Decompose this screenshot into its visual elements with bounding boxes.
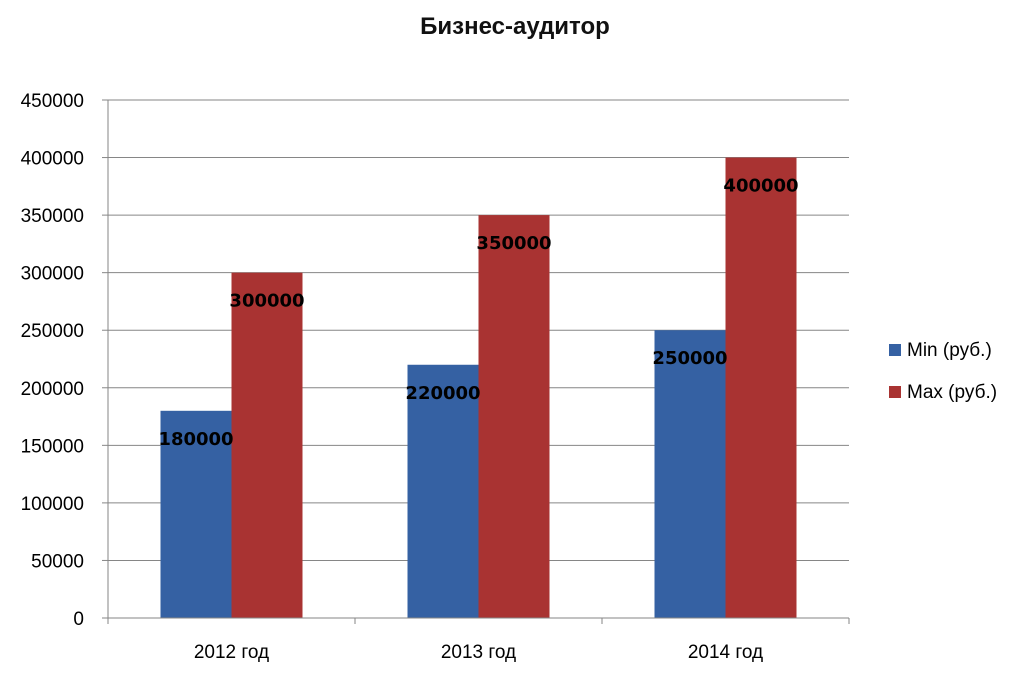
legend-label: Min (руб.): [907, 340, 992, 361]
bar-min: [407, 364, 479, 618]
y-tick-label: 50000: [31, 551, 84, 572]
x-tick-label: 2014 год: [688, 642, 763, 663]
legend: Min (руб.) Max (руб.): [889, 340, 997, 403]
x-axis: 2012 год 2013 год 2014 год: [107, 617, 850, 663]
bar-max: [231, 272, 303, 618]
bar-max: [478, 215, 550, 618]
y-tick-label: 250000: [21, 321, 84, 342]
x-tick-label: 2013 год: [441, 642, 516, 663]
y-tick-label: 150000: [21, 436, 84, 457]
data-label: 350000: [476, 233, 551, 254]
legend-swatch: [889, 386, 901, 398]
data-labels: 180000 220000 250000 300000 350000 400000: [158, 176, 798, 450]
legend-label: Max (руб.): [907, 382, 997, 403]
data-label: 180000: [158, 429, 233, 450]
legend-swatch: [889, 344, 901, 356]
data-label: 220000: [405, 383, 480, 404]
bars: [160, 157, 797, 619]
chart-title: Бизнес-аудитор: [420, 13, 610, 40]
bar-min: [160, 410, 232, 618]
y-axis: 0 50000 100000 150000 200000 250000 300000 3500…: [21, 91, 109, 630]
data-label: 400000: [723, 176, 798, 197]
data-label: 300000: [229, 291, 304, 312]
y-tick-label: 0: [73, 609, 84, 630]
y-tick-label: 100000: [21, 494, 84, 515]
x-tick-label: 2012 год: [194, 642, 269, 663]
bar-max: [725, 157, 797, 619]
y-tick-label: 300000: [21, 264, 84, 285]
data-label: 250000: [652, 348, 727, 369]
y-tick-label: 350000: [21, 206, 84, 227]
y-tick-label: 450000: [21, 91, 84, 112]
bar-min: [654, 330, 726, 618]
y-tick-label: 200000: [21, 379, 84, 400]
y-tick-label: 400000: [21, 149, 84, 170]
